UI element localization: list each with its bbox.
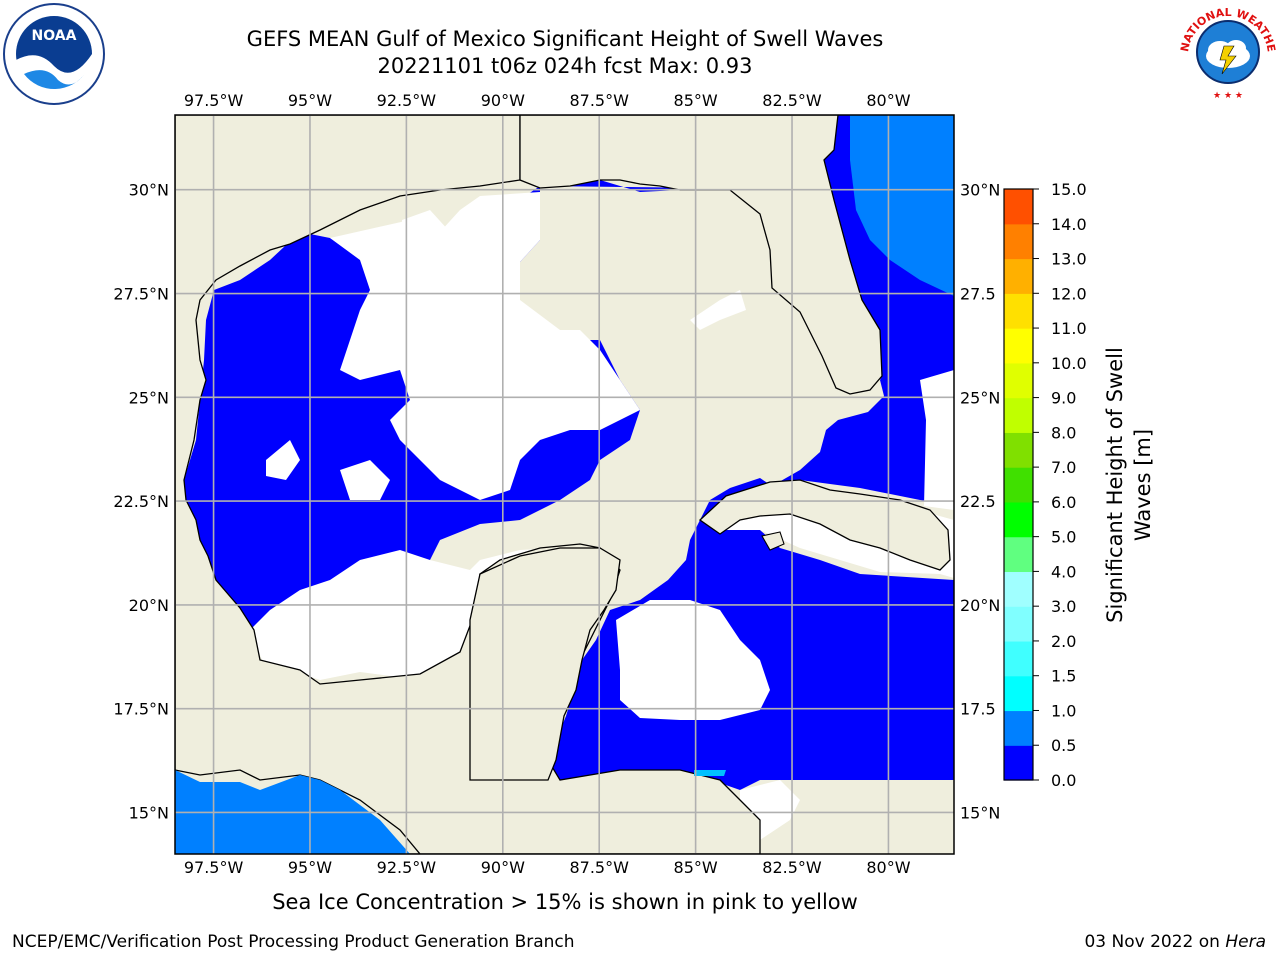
swell-band-0.5-atlantic bbox=[850, 115, 954, 296]
colorbar-tick-label: 7.0 bbox=[1051, 458, 1076, 477]
footer-date-text: 03 Nov 2022 on bbox=[1084, 932, 1226, 952]
lon-tick-bottom: 90°W bbox=[481, 858, 525, 877]
colorbar-tick-label: 0.5 bbox=[1051, 736, 1076, 755]
lat-tick-left: 17.5°N bbox=[113, 700, 169, 719]
low-swell-region-west2 bbox=[340, 460, 390, 500]
colorbar-tick-label: 9.0 bbox=[1051, 389, 1076, 408]
colorbar-segment bbox=[1004, 536, 1033, 573]
colorbar-tick-label: 6.0 bbox=[1051, 493, 1076, 512]
lat-tick-left: 25°N bbox=[129, 388, 169, 407]
colorbar-segment bbox=[1004, 362, 1033, 399]
lat-tick-right: 17.5 bbox=[960, 700, 996, 719]
colorbar-tick-label: 0.0 bbox=[1051, 771, 1076, 790]
colorbar-segment bbox=[1004, 432, 1033, 468]
low-swell-region-caribbean bbox=[616, 600, 770, 720]
map-area bbox=[175, 115, 954, 854]
lat-tick-right: 20°N bbox=[960, 596, 1000, 615]
lon-tick-top: 87.5°W bbox=[569, 91, 629, 110]
colorbar-tick-label: 14.0 bbox=[1051, 215, 1087, 234]
lon-tick-bottom: 85°W bbox=[674, 858, 718, 877]
colorbar-tick-label: 1.5 bbox=[1051, 667, 1076, 686]
colorbar-segment bbox=[1004, 293, 1033, 329]
colorbar-tick-label: 15.0 bbox=[1051, 180, 1087, 199]
lon-tick-top: 90°W bbox=[481, 91, 525, 110]
colorbar-label-line-2: Waves [m] bbox=[1131, 429, 1155, 541]
low-swell-region-bay bbox=[400, 210, 450, 264]
lat-tick-left: 30°N bbox=[129, 181, 169, 200]
footer-date: 03 Nov 2022 on Hera bbox=[1084, 932, 1266, 952]
low-swell-region-east bbox=[920, 370, 954, 510]
colorbar-tick-label: 12.0 bbox=[1051, 284, 1087, 303]
colorbar-segment bbox=[1004, 467, 1033, 503]
colorbar-tick-label: 2.0 bbox=[1051, 632, 1076, 651]
colorbar-tick-label: 4.0 bbox=[1051, 562, 1076, 581]
colorbar-tick-label: 13.0 bbox=[1051, 250, 1087, 269]
colorbar-segment bbox=[1004, 606, 1033, 642]
noaa-logo: NOAA bbox=[3, 3, 105, 105]
lon-tick-top: 97.5°W bbox=[184, 91, 244, 110]
colorbar-tick-label: 1.0 bbox=[1051, 701, 1076, 720]
colorbar-segment bbox=[1004, 571, 1033, 607]
title-line-1: GEFS MEAN Gulf of Mexico Significant Hei… bbox=[246, 27, 884, 51]
colorbar-tick-label: 11.0 bbox=[1051, 319, 1087, 338]
gulf-basin-swell bbox=[184, 115, 954, 790]
lon-tick-top: 82.5°W bbox=[762, 91, 822, 110]
lon-tick-bottom: 82.5°W bbox=[762, 858, 822, 877]
colorbar-segment bbox=[1004, 397, 1033, 433]
colorbar-tick-label: 8.0 bbox=[1051, 423, 1076, 442]
lat-tick-left: 15°N bbox=[129, 803, 169, 822]
colorbar-tick-label: 3.0 bbox=[1051, 597, 1076, 616]
colorbar-segment bbox=[1004, 328, 1033, 364]
title-line-2: 20221101 t06z 024h fcst Max: 0.93 bbox=[377, 54, 753, 78]
lat-tick-left: 22.5°N bbox=[113, 492, 169, 511]
lon-tick-bottom: 97.5°W bbox=[184, 858, 244, 877]
lat-tick-right: 22.5 bbox=[960, 492, 996, 511]
colorbar-segment bbox=[1004, 745, 1033, 781]
low-swell-region-west bbox=[266, 440, 300, 480]
lon-tick-top: 95°W bbox=[288, 91, 332, 110]
sea-ice-note: Sea Ice Concentration > 15% is shown in … bbox=[272, 890, 858, 914]
lon-tick-bottom: 95°W bbox=[288, 858, 332, 877]
noaa-logo-text: NOAA bbox=[32, 28, 77, 44]
footer-host: Hera bbox=[1225, 932, 1266, 952]
colorbar-segment bbox=[1004, 223, 1033, 260]
land-yucatan bbox=[469, 547, 621, 781]
colorbar: 0.0 0.5 1.0 1.5 2.0 3.0 4.0 5.0 6.0 7.0 8.0 9.0 10.0… bbox=[1003, 180, 1087, 790]
lon-tick-top: 85°W bbox=[674, 91, 718, 110]
colorbar-segment bbox=[1004, 710, 1033, 746]
colorbar-label-line-1: Significant Height of Swell bbox=[1103, 347, 1127, 623]
colorbar-segment bbox=[1004, 501, 1033, 538]
tick-labels: 97.5°W 97.5°W 95°W 95°W 92.5°W 92.5°W 90°W 90°W… bbox=[113, 91, 1000, 877]
colorbar-segment bbox=[1004, 258, 1033, 294]
land-isle-of-youth bbox=[761, 531, 785, 551]
lon-tick-bottom: 80°W bbox=[866, 858, 910, 877]
lat-tick-right: 27.5 bbox=[960, 285, 996, 304]
lon-tick-bottom: 92.5°W bbox=[377, 858, 437, 877]
grid-lines bbox=[175, 115, 954, 854]
nws-logo: NATIONAL WEATHER SERVICE ★ ★ ★ bbox=[1176, 0, 1278, 101]
land-cuba bbox=[698, 479, 951, 571]
colorbar-tick-label: 5.0 bbox=[1051, 528, 1076, 547]
colorbar-segment bbox=[1004, 189, 1033, 225]
svg-text:★ ★ ★: ★ ★ ★ bbox=[1213, 91, 1243, 101]
colorbar-segment bbox=[1004, 640, 1033, 677]
lat-tick-left: 27.5°N bbox=[113, 285, 169, 304]
lon-tick-top: 80°W bbox=[866, 91, 910, 110]
lon-tick-top: 92.5°W bbox=[377, 91, 437, 110]
colorbar-tick-label: 10.0 bbox=[1051, 354, 1087, 373]
footer-branch: NCEP/EMC/Verification Post Processing Pr… bbox=[12, 932, 575, 952]
lat-tick-right: 30°N bbox=[960, 181, 1000, 200]
lon-tick-bottom: 87.5°W bbox=[569, 858, 629, 877]
low-swell-region-ne bbox=[690, 290, 746, 330]
lat-tick-right: 25°N bbox=[960, 388, 1000, 407]
colorbar-segment bbox=[1004, 675, 1033, 712]
lat-tick-left: 20°N bbox=[129, 596, 169, 615]
colorbar-frame bbox=[1003, 188, 1034, 781]
lat-tick-right: 15°N bbox=[960, 803, 1000, 822]
swell-band-small bbox=[694, 770, 726, 776]
low-swell-region-central bbox=[330, 192, 640, 500]
map-frame bbox=[174, 114, 955, 855]
